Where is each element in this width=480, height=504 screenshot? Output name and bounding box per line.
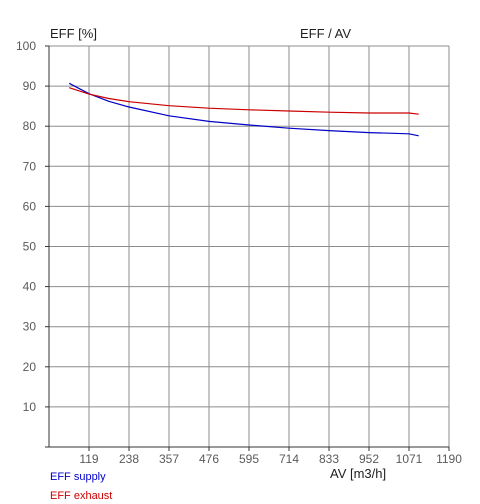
- axes: [45, 45, 450, 451]
- y-tick-label: 70: [23, 159, 37, 173]
- tick-labels: 10 20 30 40 50 60 70 80 90 100 119 238 357 476 595 714 8…: [16, 39, 462, 466]
- y-tick-label: 80: [23, 119, 37, 133]
- y-tick-label: 60: [23, 199, 37, 213]
- y-tick-label: 20: [23, 360, 37, 374]
- y-tick-label: 50: [23, 240, 37, 254]
- y-axis-label: EFF [%]: [50, 26, 97, 41]
- x-tick-label: 952: [359, 452, 379, 466]
- chart-title: EFF / AV: [300, 26, 351, 41]
- y-tick-label: 40: [23, 280, 37, 294]
- x-tick-label: 714: [279, 452, 299, 466]
- x-tick-label: 1071: [396, 452, 423, 466]
- x-tick-label: 238: [119, 452, 139, 466]
- x-tick-label: 833: [319, 452, 339, 466]
- legend-exhaust: EFF exhaust: [50, 490, 113, 502]
- series-lines: [68, 82, 419, 137]
- grid: [49, 45, 450, 447]
- x-tick-label: 476: [199, 452, 219, 466]
- series-line-exhaust: [69, 87, 419, 115]
- series-line-supply: [68, 82, 419, 137]
- y-tick-label: 100: [16, 39, 36, 53]
- x-tick-label: 1190: [436, 452, 462, 466]
- x-tick-label: 595: [239, 452, 259, 466]
- legend-supply: EFF supply: [50, 471, 106, 483]
- y-tick-label: 10: [23, 400, 37, 414]
- x-tick-label: 357: [159, 452, 179, 466]
- y-tick-label: 30: [23, 320, 37, 334]
- y-tick-label: 90: [23, 79, 37, 93]
- x-axis-label: AV [m3/h]: [330, 466, 386, 481]
- x-tick-label: 119: [79, 452, 98, 466]
